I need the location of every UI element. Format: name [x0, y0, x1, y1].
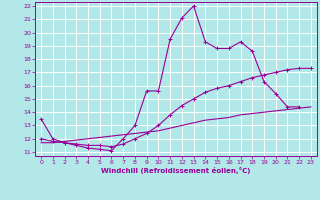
X-axis label: Windchill (Refroidissement éolien,°C): Windchill (Refroidissement éolien,°C): [101, 167, 251, 174]
